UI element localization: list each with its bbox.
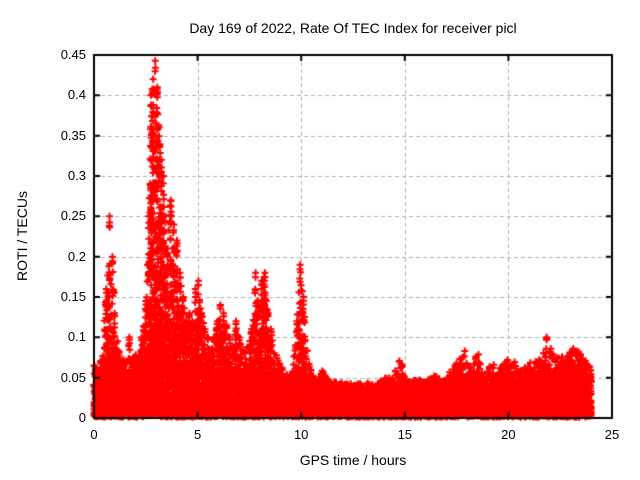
x-tick-label: 20 (501, 427, 516, 442)
y-tick-label: 0.25 (60, 208, 86, 224)
x-tick-label: 15 (397, 427, 413, 442)
y-tick-label: 0.1 (67, 329, 86, 345)
y-tick-label: 0.3 (67, 168, 86, 183)
x-tick-label: 25 (604, 427, 620, 442)
y-tick-label: 0.2 (67, 248, 86, 264)
y-tick-label: 0.4 (67, 87, 86, 103)
x-tick-label: 10 (293, 427, 309, 442)
y-tick-label: 0.05 (60, 369, 86, 385)
y-tick-label: 0.45 (60, 47, 86, 62)
x-tick-label: 5 (193, 427, 202, 442)
y-tick-label: 0.35 (60, 127, 86, 143)
x-tick-label: 0 (90, 427, 98, 442)
y-tick-label: 0 (78, 410, 86, 425)
y-tick-label: 0.15 (60, 289, 86, 304)
